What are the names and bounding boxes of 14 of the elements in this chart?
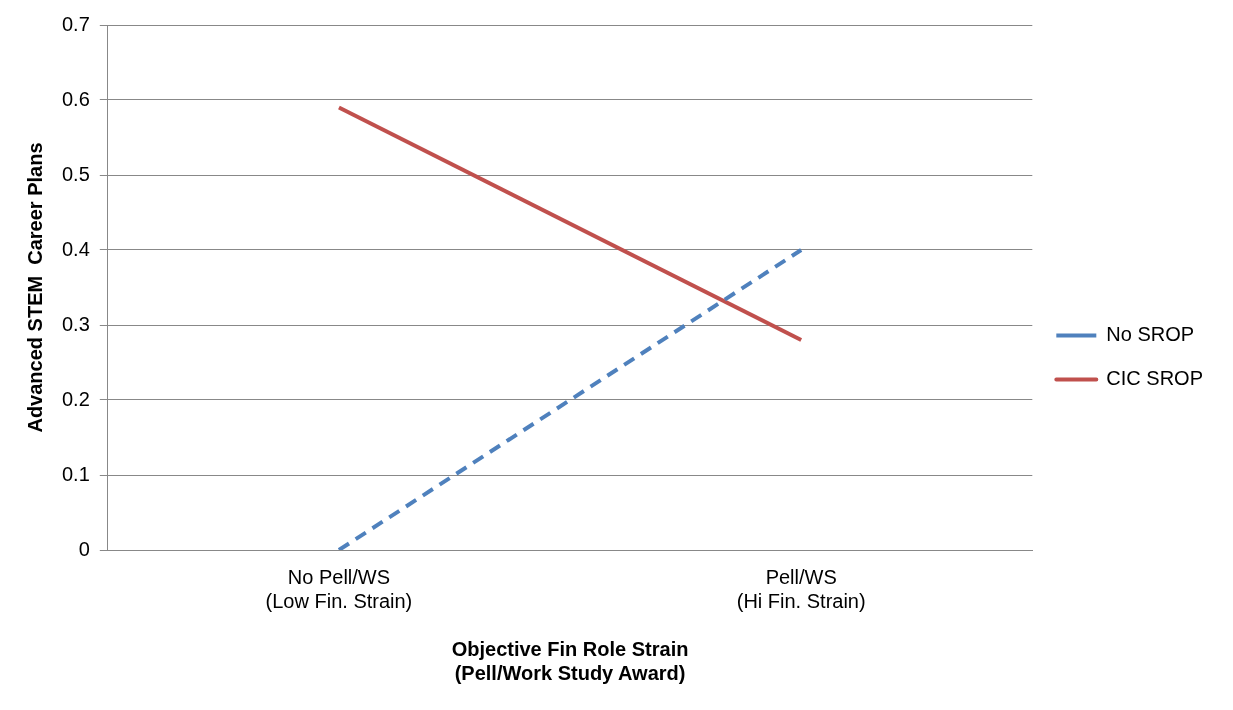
y-tick-label: 0.2 — [61, 387, 90, 410]
y-tick-label: 0.4 — [61, 237, 90, 260]
y-tick-label: 0 — [78, 537, 90, 560]
legend-label: No SROP — [1106, 323, 1195, 346]
legend-label: CIC SROP — [1106, 367, 1204, 390]
y-tick-label: 0.3 — [61, 312, 90, 335]
y-tick-label: 0.6 — [61, 87, 90, 110]
x-tick-label: Pell/WS (Hi Fin. Strain) — [736, 565, 866, 612]
y-tick-label: 0.7 — [61, 12, 90, 35]
y-tick-label: 0.5 — [61, 162, 90, 185]
y-axis-title: Advanced STEM Career Plans — [23, 142, 46, 433]
x-tick-label: No Pell/WS (Low Fin. Strain) — [265, 565, 413, 612]
y-tick-label: 0.1 — [61, 462, 90, 485]
x-axis-title: Objective Fin Role Strain (Pell/Work Study Award) — [451, 637, 689, 684]
